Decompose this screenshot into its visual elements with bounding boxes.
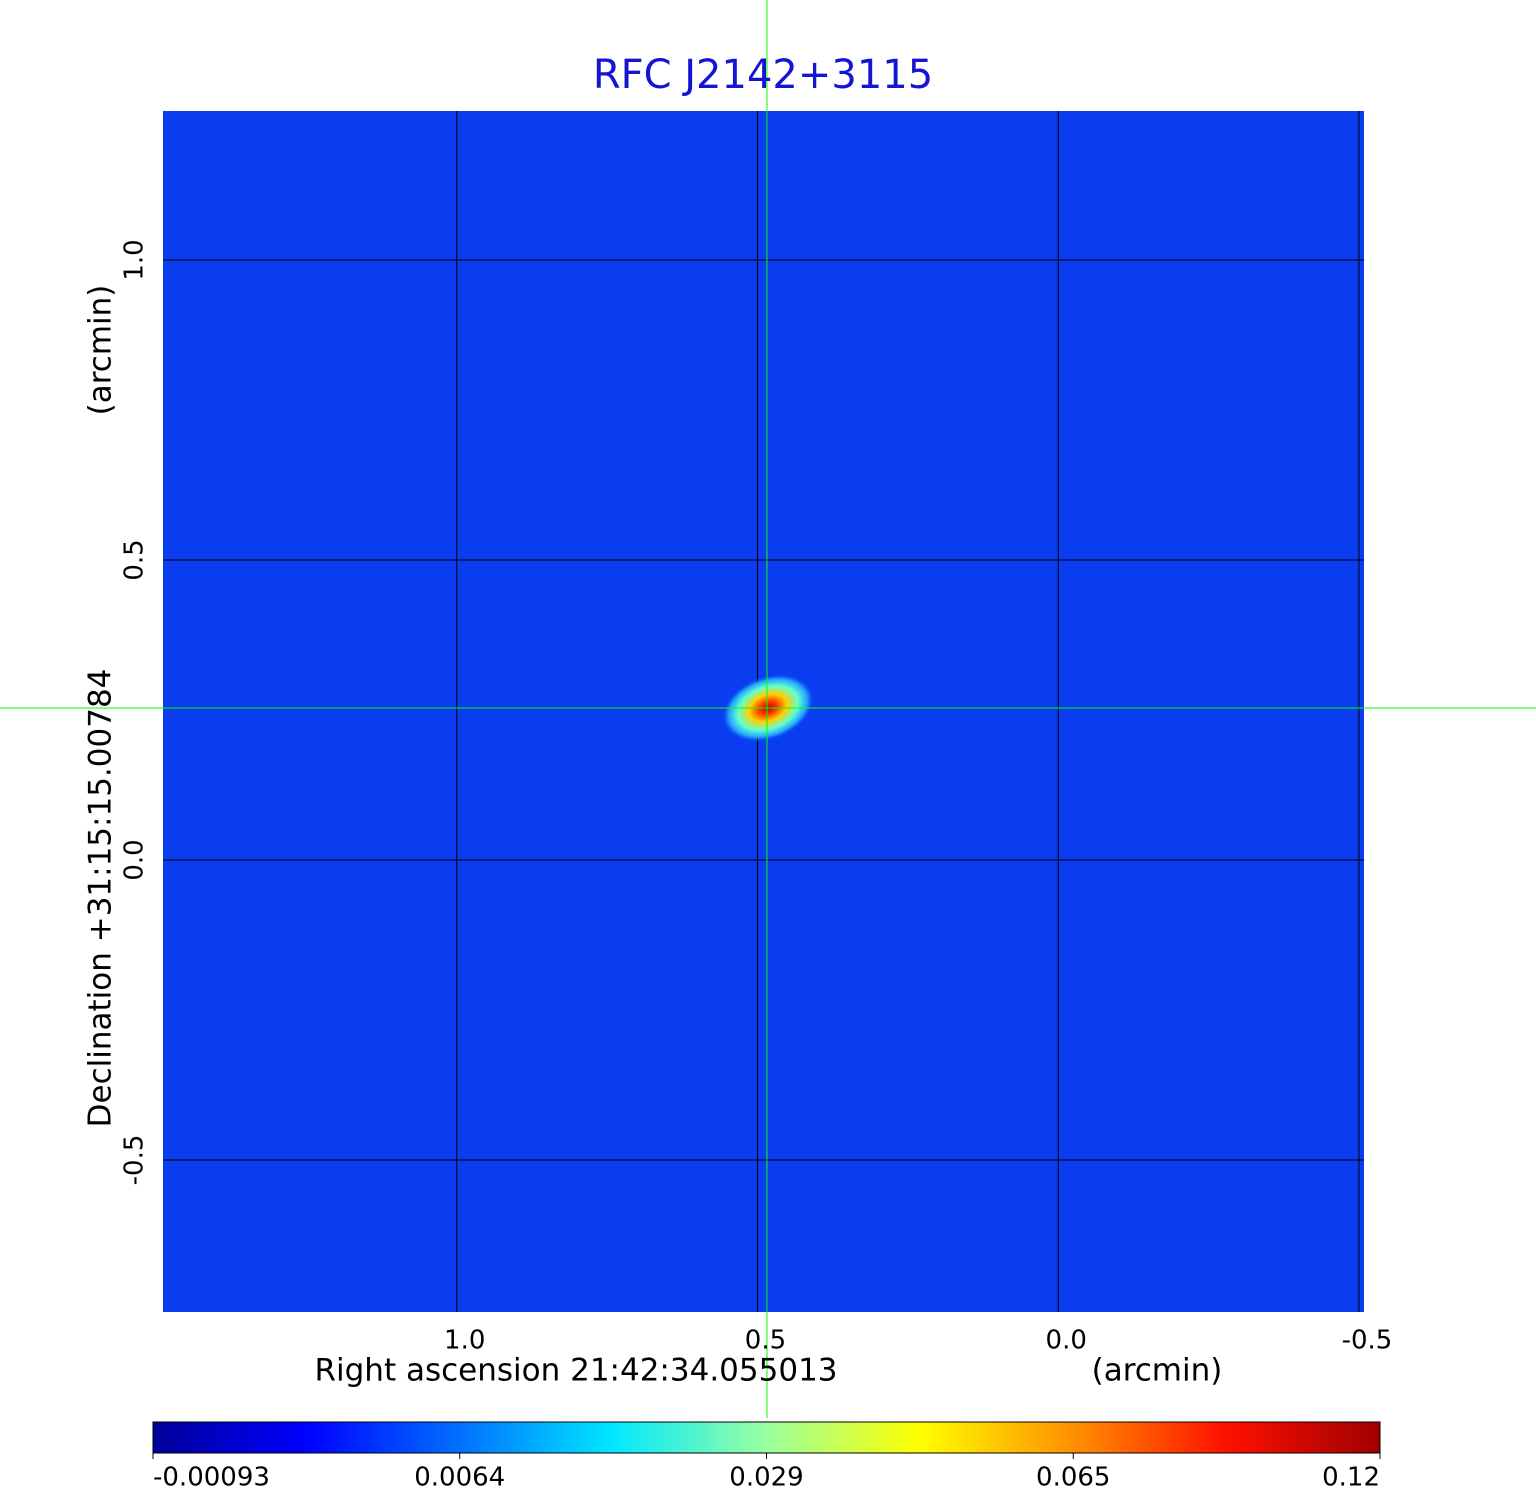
colorbar-tick-label: 0.12 bbox=[1322, 1463, 1380, 1493]
y-tick-label: 1.0 bbox=[120, 239, 150, 280]
colorbar-tick-label: 0.029 bbox=[729, 1463, 803, 1493]
x-tick-label: 1.0 bbox=[444, 1326, 485, 1356]
x-tick-label: -0.5 bbox=[1342, 1326, 1393, 1356]
y-axis-label: Declination +31:15:15.00784 bbox=[83, 669, 119, 1128]
x-tick-label: 0.0 bbox=[1046, 1326, 1087, 1356]
x-axis-label: Right ascension 21:42:34.055013 bbox=[314, 1353, 837, 1389]
colorbar-tick-label: 0.0064 bbox=[414, 1463, 505, 1493]
chart-title: RFC J2142+3115 bbox=[593, 52, 933, 98]
y-tick-label: -0.5 bbox=[120, 1135, 150, 1186]
x-axis-unit: (arcmin) bbox=[1092, 1353, 1223, 1389]
colorbar bbox=[152, 1421, 1381, 1454]
colorbar-tick-label: 0.065 bbox=[1036, 1463, 1110, 1493]
y-axis-unit: (arcmin) bbox=[83, 285, 119, 416]
colorbar-tick-label: -0.00093 bbox=[153, 1463, 270, 1493]
x-tick-label: 0.5 bbox=[745, 1326, 786, 1356]
image-frame bbox=[161, 109, 1366, 1314]
y-tick-label: 0.0 bbox=[120, 839, 150, 880]
y-tick-label: 0.5 bbox=[120, 539, 150, 580]
